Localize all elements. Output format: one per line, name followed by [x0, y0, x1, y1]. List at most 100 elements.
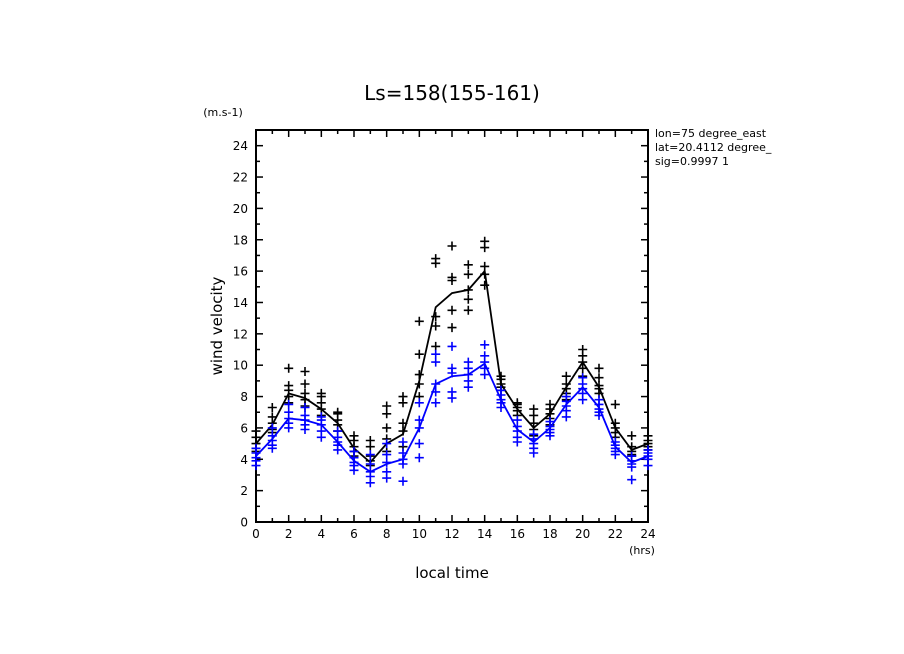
x-tick-label: 6: [350, 527, 358, 541]
y-tick-label: 8: [240, 390, 248, 404]
scatter-point-1: [627, 462, 637, 472]
scatter-point-1: [463, 382, 473, 392]
x-tick-label: 16: [510, 527, 525, 541]
scatter-point-1: [365, 478, 375, 488]
scatter-point-1: [447, 393, 457, 403]
scatter-point-1: [578, 395, 588, 405]
scatter-point-1: [431, 349, 441, 359]
y-tick-label: 0: [240, 516, 248, 530]
scatter-point-1: [480, 370, 490, 380]
scatter-point-0: [431, 321, 441, 331]
scatter-point-1: [627, 475, 637, 485]
y-tick-label: 10: [233, 359, 248, 373]
y-tick-label: 22: [233, 171, 248, 185]
y-unit-label: (m.s-1): [203, 106, 243, 119]
scatter-point-0: [610, 399, 620, 409]
scatter-point-0: [529, 410, 539, 420]
scatter-point-0: [398, 398, 408, 408]
scatter-point-1: [447, 368, 457, 378]
scatter-point-0: [463, 294, 473, 304]
scatter-point-1: [431, 379, 441, 389]
scatter-point-0: [382, 423, 392, 433]
scatter-point-0: [431, 312, 441, 322]
scatter-point-0: [594, 373, 604, 383]
scatter-point-1: [431, 398, 441, 408]
scatter-point-0: [447, 305, 457, 315]
scatter-point-0: [480, 280, 490, 290]
x-unit-label: (hrs): [629, 544, 655, 557]
x-tick-label: 20: [575, 527, 590, 541]
scatter-point-1: [529, 448, 539, 458]
scatter-point-0: [414, 316, 424, 326]
scatter-point-0: [267, 403, 277, 412]
y-tick-label: 16: [233, 265, 248, 279]
scatter-point-1: [398, 437, 408, 447]
y-tick-label: 14: [233, 296, 248, 310]
y-tick-label: 20: [233, 202, 248, 216]
scatter-point-1: [480, 340, 490, 350]
scatter-point-1: [349, 465, 359, 475]
scatter-point-1: [365, 459, 375, 469]
scatter-point-0: [365, 442, 375, 452]
scatter-point-1: [365, 450, 375, 460]
info-sig: sig=0.9997 1: [655, 155, 729, 168]
info-lon: lon=75 degree_east: [655, 127, 767, 140]
scatter-point-0: [463, 285, 473, 295]
x-tick-label: 4: [318, 527, 326, 541]
scatter-point-1: [316, 432, 326, 442]
x-tick-label: 10: [412, 527, 427, 541]
scatter-point-0: [463, 260, 473, 270]
scatter-point-0: [414, 349, 424, 359]
scatter-point-1: [284, 399, 294, 409]
scatter-point-0: [431, 258, 441, 268]
scatter-point-0: [382, 401, 392, 411]
scatter-point-1: [382, 473, 392, 483]
scatter-point-0: [284, 363, 294, 373]
scatter-point-0: [447, 241, 457, 251]
scatter-point-1: [300, 425, 310, 434]
scatter-point-0: [480, 269, 490, 279]
series-line-1: [255, 362, 649, 473]
scatter-point-0: [627, 431, 637, 441]
x-tick-label: 18: [542, 527, 557, 541]
scatter-point-0: [480, 261, 490, 271]
y-tick-label: 4: [240, 453, 248, 467]
scatter-point-1: [251, 461, 261, 471]
scatter-point-1: [398, 459, 408, 469]
scatter-point-1: [545, 431, 555, 441]
scatter-point-0: [300, 379, 310, 389]
scatter-point-1: [414, 439, 424, 449]
y-tick-label: 18: [233, 233, 248, 247]
scatter-point-1: [561, 412, 571, 422]
y-axis-label: wind velocity: [208, 276, 226, 375]
scatter-point-0: [463, 305, 473, 315]
scatter-point-1: [414, 423, 424, 433]
y-tick-label: 12: [233, 327, 248, 341]
scatter-point-0: [431, 341, 441, 351]
scatter-point-1: [398, 476, 408, 486]
scatter-point-0: [480, 243, 490, 253]
info-lat: lat=20.4112 degree_: [655, 141, 772, 154]
scatter-point-1: [300, 403, 310, 412]
scatter-point-0: [414, 370, 424, 380]
scatter-point-1: [382, 457, 392, 467]
scatter-point-1: [267, 443, 277, 453]
scatter-point-0: [463, 269, 473, 279]
scatter-point-1: [414, 453, 424, 463]
scatter-point-1: [431, 387, 441, 397]
scatter-point-0: [398, 426, 408, 436]
scatter-point-0: [447, 276, 457, 285]
x-tick-label: 22: [608, 527, 623, 541]
scatter-point-0: [578, 363, 588, 373]
x-tick-label: 12: [444, 527, 459, 541]
scatter-point-0: [398, 418, 408, 428]
scatter-point-1: [594, 410, 604, 420]
scatter-point-0: [414, 379, 424, 389]
scatter-point-0: [300, 367, 310, 376]
scatter-point-1: [382, 450, 392, 460]
scatter-point-0: [594, 363, 604, 373]
scatter-point-1: [431, 357, 441, 367]
x-tick-label: 8: [383, 527, 391, 541]
